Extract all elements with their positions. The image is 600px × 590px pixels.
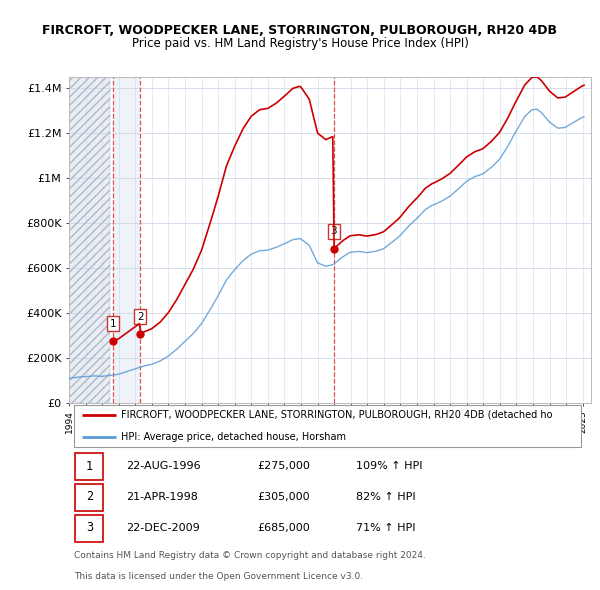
Text: 21-APR-1998: 21-APR-1998 (127, 492, 198, 502)
Text: 1: 1 (109, 319, 116, 329)
Text: £305,000: £305,000 (257, 492, 310, 502)
Text: 71% ↑ HPI: 71% ↑ HPI (356, 523, 416, 533)
Text: 22-DEC-2009: 22-DEC-2009 (127, 523, 200, 533)
Text: 109% ↑ HPI: 109% ↑ HPI (356, 461, 422, 471)
Text: £685,000: £685,000 (257, 523, 310, 533)
Text: 22-AUG-1996: 22-AUG-1996 (127, 461, 201, 471)
FancyBboxPatch shape (75, 454, 103, 480)
FancyBboxPatch shape (75, 516, 103, 542)
Text: This data is licensed under the Open Government Licence v3.0.: This data is licensed under the Open Gov… (74, 572, 364, 582)
Text: FIRCROFT, WOODPECKER LANE, STORRINGTON, PULBOROUGH, RH20 4DB: FIRCROFT, WOODPECKER LANE, STORRINGTON, … (43, 24, 557, 37)
Bar (69, 77, 110, 403)
Bar (69, 77, 110, 403)
FancyBboxPatch shape (75, 484, 103, 510)
Text: 2: 2 (137, 312, 143, 322)
Text: Contains HM Land Registry data © Crown copyright and database right 2024.: Contains HM Land Registry data © Crown c… (74, 551, 426, 560)
Bar (113, 77, 140, 403)
Text: 1: 1 (86, 460, 93, 473)
Text: 3: 3 (86, 522, 93, 535)
Text: 82% ↑ HPI: 82% ↑ HPI (356, 492, 416, 502)
Text: £275,000: £275,000 (257, 461, 310, 471)
Text: FIRCROFT, WOODPECKER LANE, STORRINGTON, PULBOROUGH, RH20 4DB (detached ho: FIRCROFT, WOODPECKER LANE, STORRINGTON, … (121, 409, 553, 419)
Text: 2: 2 (86, 490, 93, 503)
FancyBboxPatch shape (74, 405, 581, 447)
Text: 3: 3 (331, 227, 337, 237)
Text: HPI: Average price, detached house, Horsham: HPI: Average price, detached house, Hors… (121, 432, 346, 442)
Text: Price paid vs. HM Land Registry's House Price Index (HPI): Price paid vs. HM Land Registry's House … (131, 37, 469, 50)
